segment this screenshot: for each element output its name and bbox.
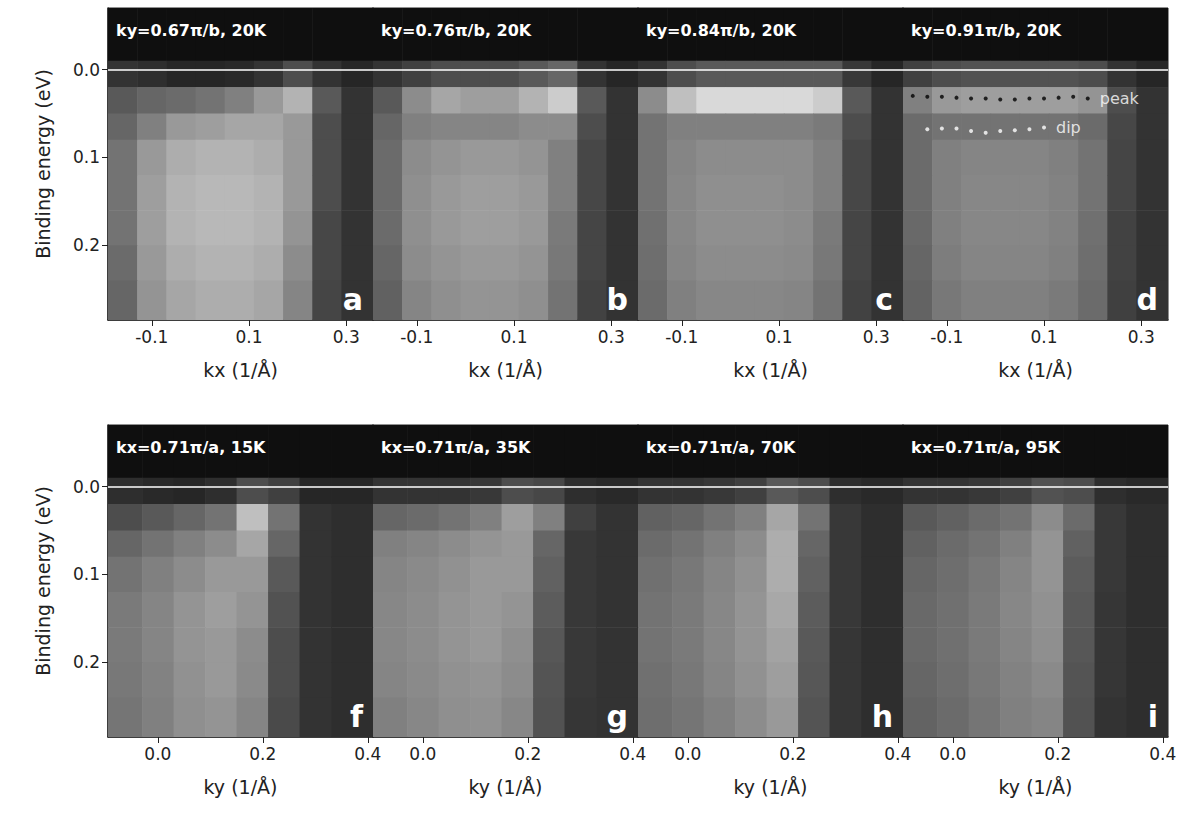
svg-text:-0.1: -0.1 [930, 327, 963, 347]
svg-text:h: h [872, 699, 893, 734]
svg-text:kx (1/Å): kx (1/Å) [468, 359, 543, 381]
svg-text:kx (1/Å): kx (1/Å) [733, 359, 808, 381]
svg-text:kx=0.71π/a, 15K: kx=0.71π/a, 15K [116, 438, 266, 457]
svg-text:kx=0.71π/a, 95K: kx=0.71π/a, 95K [911, 438, 1061, 457]
svg-text:0.1: 0.1 [235, 327, 262, 347]
svg-text:0.1: 0.1 [73, 147, 100, 167]
svg-text:ky=0.84π/b, 20K: ky=0.84π/b, 20K [646, 21, 797, 40]
svg-text:Binding energy (eV): Binding energy (eV) [32, 486, 54, 676]
svg-text:peak: peak [1100, 89, 1140, 108]
svg-text:-0.1: -0.1 [135, 327, 168, 347]
svg-text:ky (1/Å): ky (1/Å) [469, 776, 543, 798]
svg-text:ky=0.67π/b, 20K: ky=0.67π/b, 20K [116, 21, 267, 40]
svg-text:0.0: 0.0 [409, 744, 436, 764]
svg-text:0.2: 0.2 [1044, 744, 1071, 764]
svg-text:kx=0.71π/a, 70K: kx=0.71π/a, 70K [646, 438, 796, 457]
svg-text:0.1: 0.1 [500, 327, 527, 347]
svg-text:0.4: 0.4 [1149, 744, 1176, 764]
svg-text:dip: dip [1056, 118, 1081, 137]
svg-text:ky=0.91π/b, 20K: ky=0.91π/b, 20K [911, 21, 1062, 40]
svg-text:0.0: 0.0 [73, 60, 100, 80]
svg-text:kx=0.71π/a, 35K: kx=0.71π/a, 35K [381, 438, 531, 457]
svg-text:0.2: 0.2 [249, 744, 276, 764]
svg-text:g: g [607, 699, 628, 734]
svg-text:d: d [1137, 282, 1158, 317]
svg-text:0.0: 0.0 [939, 744, 966, 764]
svg-text:0.4: 0.4 [619, 744, 646, 764]
svg-text:0.3: 0.3 [333, 327, 360, 347]
svg-text:-0.1: -0.1 [665, 327, 698, 347]
svg-text:-0.1: -0.1 [400, 327, 433, 347]
svg-text:a: a [343, 282, 363, 317]
svg-text:0.1: 0.1 [1030, 327, 1057, 347]
svg-text:0.2: 0.2 [779, 744, 806, 764]
svg-text:Binding energy (eV): Binding energy (eV) [32, 69, 54, 259]
svg-text:0.4: 0.4 [884, 744, 911, 764]
svg-text:0.1: 0.1 [765, 327, 792, 347]
svg-text:ky (1/Å): ky (1/Å) [734, 776, 808, 798]
svg-text:0.1: 0.1 [73, 564, 100, 584]
svg-text:ky (1/Å): ky (1/Å) [204, 776, 278, 798]
svg-text:ky=0.76π/b, 20K: ky=0.76π/b, 20K [381, 21, 532, 40]
svg-text:f: f [350, 699, 364, 734]
svg-text:kx (1/Å): kx (1/Å) [203, 359, 278, 381]
svg-text:kx (1/Å): kx (1/Å) [998, 359, 1073, 381]
svg-text:0.0: 0.0 [144, 744, 171, 764]
svg-text:0.0: 0.0 [73, 477, 100, 497]
svg-text:0.2: 0.2 [514, 744, 541, 764]
svg-text:0.3: 0.3 [1128, 327, 1155, 347]
svg-text:0.2: 0.2 [73, 652, 100, 672]
svg-text:c: c [875, 282, 893, 317]
svg-text:0.3: 0.3 [598, 327, 625, 347]
svg-text:ky (1/Å): ky (1/Å) [999, 776, 1073, 798]
svg-text:0.4: 0.4 [354, 744, 381, 764]
svg-text:b: b [607, 282, 628, 317]
svg-text:0.3: 0.3 [863, 327, 890, 347]
svg-text:i: i [1148, 699, 1158, 734]
svg-text:0.2: 0.2 [73, 235, 100, 255]
svg-text:0.0: 0.0 [674, 744, 701, 764]
